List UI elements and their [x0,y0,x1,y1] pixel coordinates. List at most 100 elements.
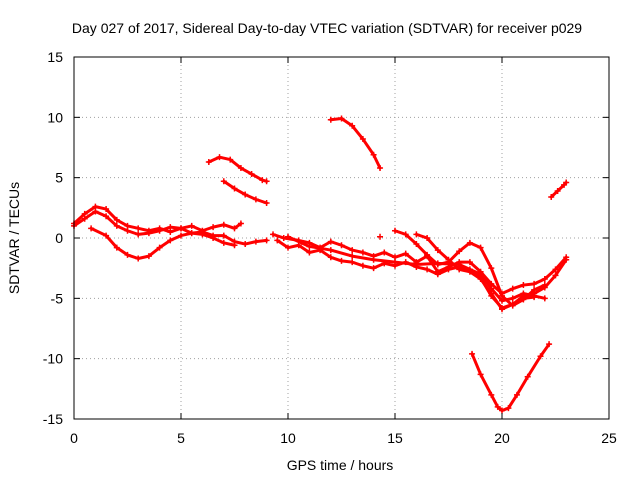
data-point [103,206,110,213]
data-point [513,391,520,398]
x-tick-label: 5 [177,430,185,446]
data-point [434,247,441,254]
data-point [445,256,452,263]
data-point [499,407,505,414]
data-point [402,231,409,238]
data-point [563,179,570,186]
data-point [210,235,217,241]
x-tick-label: 15 [387,430,403,446]
data-point [178,225,184,232]
series-trace [414,232,536,311]
data-point [554,187,561,194]
x-tick-label: 10 [280,430,296,446]
y-tick-label: 10 [47,109,63,125]
data-point [220,221,227,228]
data-point [524,373,531,380]
data-point [231,225,238,232]
data-point [124,227,131,234]
series-sat-m [548,179,570,200]
data-point [216,154,223,161]
series-trace [271,232,568,296]
data-point [156,227,163,234]
data-point [92,208,99,215]
data-point [541,282,548,289]
data-point [402,250,409,257]
data-point [156,244,163,251]
data-point [167,224,174,231]
data-point [280,235,287,241]
data-point [466,259,473,266]
data-point [377,165,384,172]
data-point [306,249,313,256]
data-point [263,237,270,244]
data-point [349,247,356,254]
data-point [520,295,527,302]
data-point [466,268,473,275]
data-point [135,255,142,262]
chart-title: Day 027 of 2017, Sidereal Day-to-day VTE… [72,20,582,36]
data-point [227,156,234,163]
data-point [306,243,313,250]
data-point [220,232,227,239]
data-point [552,266,559,273]
data-point [188,222,195,229]
data-point [145,253,152,260]
data-point [263,200,270,207]
data-point [167,237,174,244]
data-point [413,261,420,268]
series-trace [549,180,568,199]
data-point [220,239,227,246]
y-tick-label: -5 [51,290,64,306]
data-point [531,286,538,293]
data-point [541,295,548,302]
data-point [548,193,555,200]
data-point [541,276,548,283]
data-point [338,257,345,264]
series-sat-l [469,341,553,414]
data-point [531,280,538,287]
data-point [466,239,473,246]
series-trace [329,117,382,170]
data-point [248,171,255,178]
series-sat-f [327,115,384,172]
y-tick-label: 5 [55,170,63,186]
data-point [520,282,527,289]
data-point [88,225,95,232]
data-point [477,244,484,251]
data-point [392,259,398,266]
grid [74,57,609,419]
data-point [124,251,131,258]
data-point [456,266,463,273]
data-point [231,185,238,192]
data-point [135,231,142,238]
data-point [270,231,277,238]
data-point [220,178,227,185]
data-point [252,196,259,203]
data-point [274,237,281,244]
data-point [145,230,152,237]
data-point [359,262,366,269]
data-point [327,254,334,261]
data-point [488,265,495,272]
data-point [237,220,244,227]
data-point [531,294,538,301]
data-point [563,256,570,263]
data-point [259,177,266,184]
x-tick-label: 25 [601,430,617,446]
data-point [231,242,238,249]
data-point [178,232,184,239]
data-point [113,216,120,223]
data-point [242,191,249,198]
data-point [381,249,388,256]
y-tick-label: 0 [55,230,63,246]
x-tick-label: 0 [70,430,78,446]
series-sat-d [205,154,270,185]
data-point [242,241,249,248]
data-point [113,244,120,251]
data-point [359,136,366,143]
data-point [285,244,291,251]
data-point [359,249,366,256]
y-tick-label: -15 [43,411,63,427]
data-point [477,276,484,283]
x-tick-label: 20 [494,430,510,446]
